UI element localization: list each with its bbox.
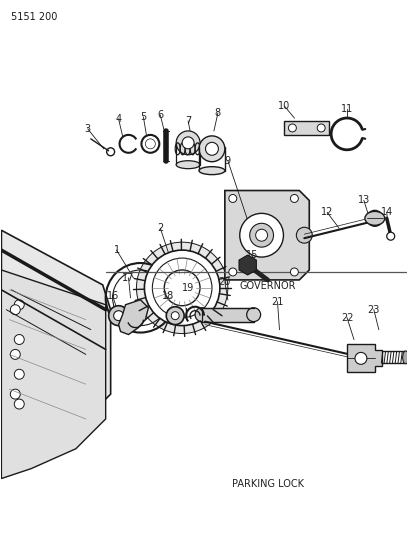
Polygon shape bbox=[239, 255, 256, 275]
Polygon shape bbox=[1, 270, 106, 479]
Ellipse shape bbox=[195, 308, 209, 321]
Ellipse shape bbox=[199, 167, 225, 175]
Ellipse shape bbox=[206, 142, 218, 155]
Text: 16: 16 bbox=[106, 291, 119, 301]
Circle shape bbox=[166, 306, 184, 325]
Text: 17: 17 bbox=[122, 273, 135, 283]
Text: 10: 10 bbox=[278, 101, 290, 111]
Circle shape bbox=[317, 124, 325, 132]
Circle shape bbox=[14, 399, 24, 409]
Circle shape bbox=[144, 250, 220, 326]
Ellipse shape bbox=[365, 212, 385, 225]
Polygon shape bbox=[239, 255, 256, 275]
Ellipse shape bbox=[176, 131, 200, 155]
Text: 11: 11 bbox=[341, 104, 353, 114]
Circle shape bbox=[171, 312, 179, 320]
Ellipse shape bbox=[199, 136, 225, 161]
Circle shape bbox=[113, 311, 124, 321]
Circle shape bbox=[10, 389, 20, 399]
Circle shape bbox=[387, 232, 395, 240]
Text: 20: 20 bbox=[219, 277, 231, 287]
Ellipse shape bbox=[247, 308, 261, 321]
Circle shape bbox=[371, 214, 379, 222]
Text: 18: 18 bbox=[162, 291, 174, 301]
Text: 4: 4 bbox=[115, 114, 122, 124]
Text: 19: 19 bbox=[182, 283, 194, 293]
Circle shape bbox=[109, 306, 129, 326]
Text: 7: 7 bbox=[185, 116, 191, 126]
Text: 22: 22 bbox=[341, 313, 353, 322]
Text: 5: 5 bbox=[140, 112, 146, 122]
Circle shape bbox=[256, 229, 268, 241]
Circle shape bbox=[367, 211, 383, 227]
Text: 1: 1 bbox=[113, 245, 120, 255]
Circle shape bbox=[290, 195, 298, 203]
Text: 8: 8 bbox=[215, 108, 221, 118]
Text: 15: 15 bbox=[246, 250, 258, 260]
Circle shape bbox=[229, 268, 237, 276]
Ellipse shape bbox=[176, 161, 200, 168]
Circle shape bbox=[14, 335, 24, 344]
Circle shape bbox=[250, 223, 273, 247]
Text: 13: 13 bbox=[358, 196, 370, 205]
Circle shape bbox=[288, 124, 296, 132]
Text: 21: 21 bbox=[271, 297, 284, 307]
Bar bbox=[202, 308, 254, 321]
Text: 5151 200: 5151 200 bbox=[11, 12, 58, 22]
Circle shape bbox=[355, 352, 367, 365]
Polygon shape bbox=[225, 190, 309, 280]
Text: GOVERNOR: GOVERNOR bbox=[239, 281, 296, 291]
Ellipse shape bbox=[403, 351, 408, 364]
Circle shape bbox=[229, 195, 237, 203]
Circle shape bbox=[290, 268, 298, 276]
Polygon shape bbox=[347, 344, 382, 372]
Text: 23: 23 bbox=[368, 305, 380, 314]
Text: 9: 9 bbox=[225, 156, 231, 166]
Ellipse shape bbox=[182, 137, 194, 149]
Circle shape bbox=[10, 350, 20, 359]
Circle shape bbox=[14, 300, 24, 310]
Circle shape bbox=[10, 305, 20, 314]
Circle shape bbox=[14, 369, 24, 379]
Text: 6: 6 bbox=[157, 110, 163, 120]
Polygon shape bbox=[284, 121, 329, 135]
Circle shape bbox=[240, 213, 284, 257]
Text: 12: 12 bbox=[321, 207, 333, 217]
Text: PARKING LOCK: PARKING LOCK bbox=[232, 479, 304, 489]
Polygon shape bbox=[119, 300, 149, 335]
Text: 14: 14 bbox=[381, 207, 393, 217]
Polygon shape bbox=[1, 230, 111, 459]
Text: 2: 2 bbox=[157, 223, 164, 233]
Circle shape bbox=[136, 242, 228, 334]
Circle shape bbox=[296, 227, 312, 243]
Text: 3: 3 bbox=[85, 124, 91, 134]
